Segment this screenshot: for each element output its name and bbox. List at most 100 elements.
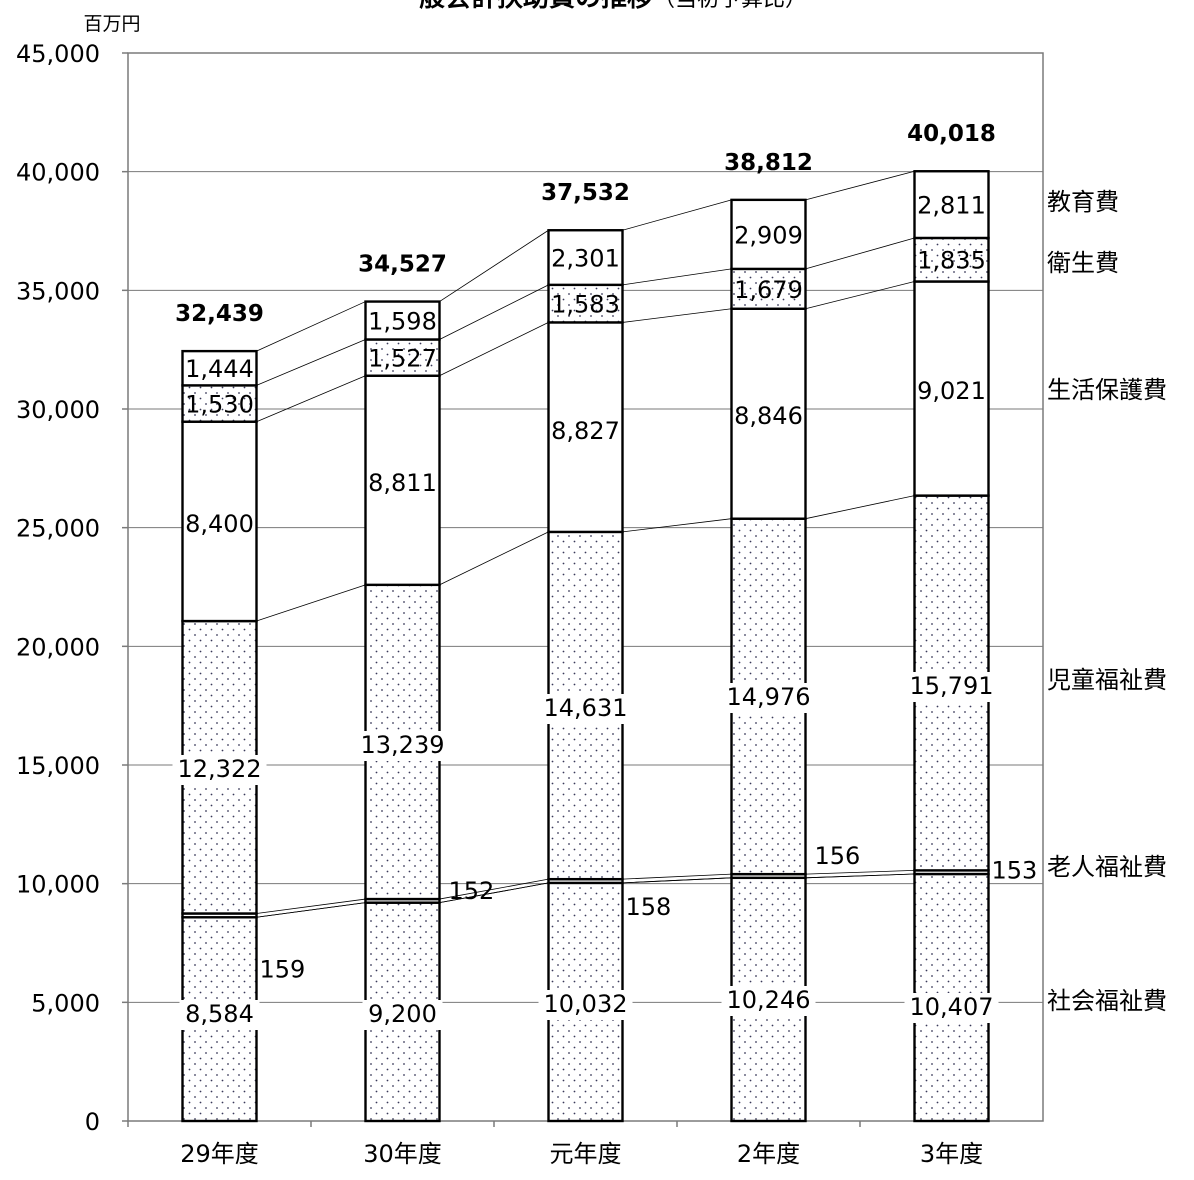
connector-line <box>805 237 915 270</box>
data-label: 1,679 <box>734 276 803 304</box>
data-label: 156 <box>815 842 861 870</box>
connector-line <box>256 898 366 914</box>
bar-segment <box>181 384 258 423</box>
connector-line <box>439 229 549 302</box>
data-label: 1,583 <box>551 291 620 319</box>
legend: 社会福祉費 老人福祉費 児童福祉費 生活保護費 衛生費 教育費 <box>1047 188 1167 1017</box>
label-bg <box>1047 376 1127 406</box>
bar-segment <box>181 420 258 623</box>
data-label: 8,827 <box>551 417 620 445</box>
bar-segment <box>181 349 258 387</box>
data-label: 2,811 <box>917 192 986 220</box>
data-label: 9,021 <box>917 377 986 405</box>
y-tick-label: 20,000 <box>16 633 100 661</box>
label-bg <box>1047 987 1127 1017</box>
label-bg <box>904 672 999 702</box>
data-label: 14,631 <box>544 694 628 722</box>
x-tick-label: 元年度 <box>550 1140 622 1168</box>
data-label: 8,584 <box>185 1000 254 1028</box>
label-bg <box>721 986 816 1016</box>
y-tick-label: 15,000 <box>16 752 100 780</box>
data-label: 2,909 <box>734 221 803 249</box>
data-label: 153 <box>992 856 1038 884</box>
connector-line <box>622 877 732 884</box>
data-label: 2,301 <box>551 245 620 273</box>
legend-entry: 社会福祉費 <box>1047 987 1167 1015</box>
legend-entry: 教育費 <box>1047 188 1119 216</box>
connector-line <box>805 869 915 875</box>
connector-line <box>805 873 915 879</box>
data-label: 10,246 <box>727 986 811 1014</box>
chart-subtitle: （当初予算比） <box>653 0 807 12</box>
connector-line <box>622 873 732 880</box>
connector-line <box>256 902 366 918</box>
data-label: 1,527 <box>368 345 437 373</box>
data-label: 1,598 <box>368 308 437 336</box>
data-label: 8,846 <box>734 402 803 430</box>
bar-segment <box>913 280 990 497</box>
connector-lines <box>256 170 915 918</box>
y-axis: 0 5,000 10,000 15,000 20,000 25,000 30,000 35,0… <box>16 40 128 1136</box>
data-label: 10,407 <box>910 993 994 1021</box>
bar-segment <box>913 236 990 283</box>
legend-entry: 老人福祉費 <box>1047 853 1167 881</box>
label-bg <box>721 683 816 713</box>
y-tick-label: 30,000 <box>16 396 100 424</box>
y-tick-label: 5,000 <box>31 989 100 1017</box>
data-label: 12,322 <box>178 755 262 783</box>
data-label: 1,444 <box>185 355 254 383</box>
data-label: 13,239 <box>361 731 445 759</box>
connector-line <box>805 170 915 201</box>
chart-title-main: 一般会計扶助費の推移 <box>393 0 653 13</box>
legend-entry: 衛生費 <box>1047 249 1119 277</box>
data-label: 8,811 <box>368 469 437 497</box>
bar-segment <box>364 300 441 341</box>
data-label: 8,400 <box>185 510 254 538</box>
legend-entry: 生活保護費 <box>1047 376 1167 404</box>
connector-line <box>622 518 732 533</box>
label-bg <box>355 731 450 761</box>
data-label: 9,200 <box>368 1000 437 1028</box>
x-axis: 29年度 30年度 元年度 2年度 3年度 <box>127 1121 983 1168</box>
x-tick-label: 2年度 <box>737 1140 800 1168</box>
label-bg <box>172 755 267 785</box>
connector-line <box>622 308 732 323</box>
connector-line <box>439 531 549 586</box>
data-label: 1,530 <box>185 391 254 419</box>
label-bg <box>362 1000 443 1030</box>
connector-line <box>439 882 549 904</box>
label-bg <box>1047 666 1127 696</box>
bar-segment <box>913 170 990 240</box>
label-bg <box>1047 853 1127 883</box>
x-tick-label: 3年度 <box>920 1140 983 1168</box>
bar-segment <box>547 229 624 287</box>
connector-line <box>805 281 915 310</box>
label-bg <box>179 1000 260 1030</box>
label-bg <box>538 990 633 1020</box>
y-tick-label: 35,000 <box>16 277 100 305</box>
total-label: 34,527 <box>358 252 447 278</box>
x-tick-label: 29年度 <box>180 1140 259 1168</box>
y-tick-label: 25,000 <box>16 515 100 543</box>
label-bg <box>1047 249 1099 279</box>
data-label: 152 <box>449 877 495 905</box>
bar-segment <box>547 321 624 534</box>
connector-line <box>805 495 915 520</box>
total-label: 38,812 <box>724 150 813 176</box>
label-bg <box>1047 188 1099 218</box>
x-tick-label: 30年度 <box>363 1140 442 1168</box>
connector-line <box>256 375 366 423</box>
label-bg <box>538 694 633 724</box>
legend-entry: 児童福祉費 <box>1047 666 1167 694</box>
connector-line <box>256 584 366 622</box>
bar-segment <box>730 267 807 310</box>
y-tick-label: 10,000 <box>16 871 100 899</box>
y-tick-label: 40,000 <box>16 159 100 187</box>
data-label: 10,032 <box>544 990 628 1018</box>
y-tick-label: 45,000 <box>16 40 100 68</box>
total-label: 32,439 <box>175 301 264 327</box>
connector-line <box>439 284 549 340</box>
total-label: 40,018 <box>907 121 996 147</box>
